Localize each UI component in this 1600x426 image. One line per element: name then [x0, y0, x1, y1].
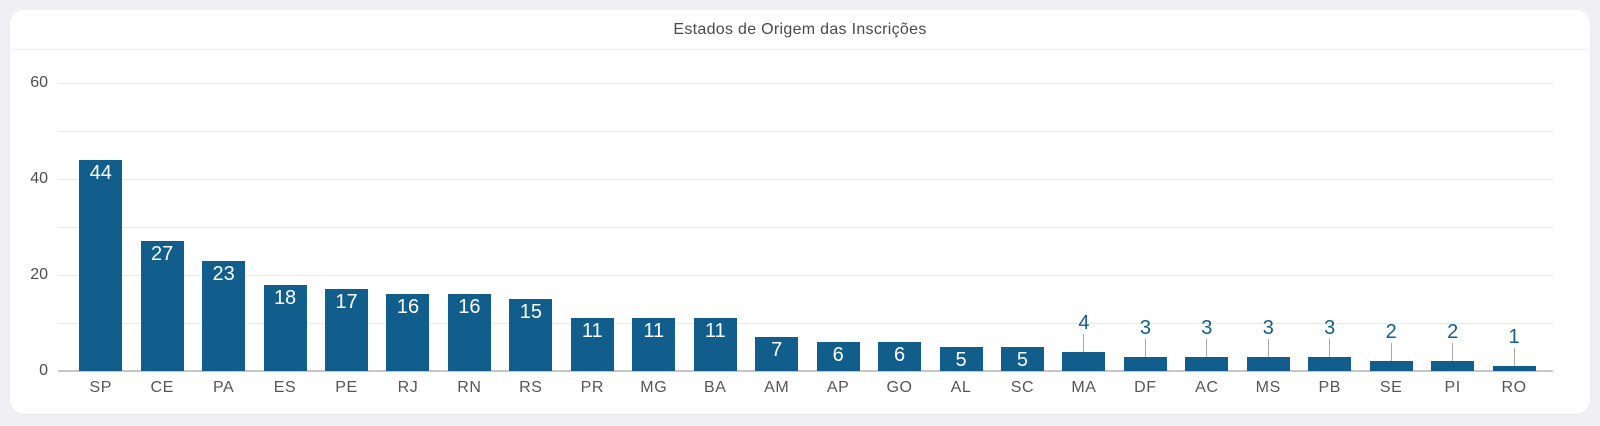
- x-axis-label-BA: BA: [703, 379, 727, 396]
- chart-card: Estados de Origem das Inscrições 0 20 40 60…: [10, 10, 1590, 414]
- gridline-10: [58, 323, 1553, 324]
- x-axis-label-GO: GO: [886, 379, 913, 396]
- x-axis-label-RO: RO: [1501, 379, 1527, 396]
- bar-AP[interactable]: [816, 342, 860, 371]
- x-axis-label-SE: SE: [1379, 379, 1403, 396]
- bar-value-label-RJ: 16: [396, 296, 420, 319]
- x-axis-label-RS: RS: [519, 379, 543, 396]
- label-leader-line-RO: [1513, 348, 1515, 367]
- bar-PE[interactable]: [325, 289, 369, 371]
- bar-ES[interactable]: [263, 284, 307, 371]
- bar-CE[interactable]: [140, 241, 184, 371]
- x-axis-label-CE: CE: [150, 379, 174, 396]
- bar-BA[interactable]: [693, 318, 737, 371]
- bar-value-label-SP: 44: [89, 161, 112, 184]
- x-axis-label-SP: SP: [89, 379, 112, 396]
- bar-value-label-AL: 5: [955, 349, 967, 371]
- bar-value-label-GO: 6: [894, 344, 906, 367]
- bar-RN[interactable]: [447, 294, 491, 371]
- gridline-20: [58, 275, 1553, 276]
- x-axis-label-ES: ES: [273, 379, 297, 396]
- bar-RO[interactable]: [1492, 366, 1536, 371]
- label-leader-line-SE: [1390, 343, 1392, 362]
- bar-PA[interactable]: [202, 260, 246, 371]
- bar-PR[interactable]: [570, 318, 614, 371]
- label-leader-line-PB: [1329, 338, 1331, 357]
- bar-SC[interactable]: [1000, 347, 1044, 371]
- bar-AC[interactable]: [1185, 356, 1229, 371]
- y-axis-tick-label-40: 40: [30, 170, 48, 187]
- chart-title: Estados de Origem das Inscrições: [673, 20, 927, 38]
- x-axis-label-PE: PE: [335, 379, 358, 396]
- bar-PB[interactable]: [1308, 356, 1352, 371]
- gridline-30: [58, 227, 1553, 228]
- bar-AM[interactable]: [755, 337, 799, 371]
- label-leader-line-DF: [1144, 338, 1146, 357]
- bar-value-label-SC: 5: [1016, 349, 1029, 371]
- bar-value-label-MS: 3: [1262, 316, 1274, 339]
- bar-value-label-MG: 11: [643, 320, 665, 343]
- x-axis-line: [58, 370, 1553, 372]
- x-axis-label-SC: SC: [1010, 379, 1035, 396]
- bar-value-label-ES: 18: [273, 286, 297, 309]
- bar-value-label-AM: 7: [771, 339, 783, 362]
- label-leader-line-AC: [1206, 338, 1208, 357]
- label-leader-line-MS: [1267, 338, 1269, 357]
- x-axis-label-AP: AP: [826, 379, 850, 396]
- bar-MA[interactable]: [1062, 351, 1106, 371]
- y-axis-tick-label-20: 20: [30, 266, 48, 283]
- bar-MG[interactable]: [632, 318, 676, 371]
- bar-value-label-MA: 4: [1078, 311, 1090, 334]
- bar-value-label-PB: 3: [1324, 316, 1336, 339]
- bar-RJ[interactable]: [386, 294, 430, 371]
- x-axis-label-AL: AL: [950, 379, 972, 396]
- x-axis-label-MG: MG: [640, 379, 668, 396]
- x-axis-label-PR: PR: [580, 379, 605, 396]
- x-axis-label-MS: MS: [1255, 379, 1281, 396]
- bar-value-label-PA: 23: [212, 262, 235, 285]
- bar-value-label-PI: 2: [1447, 321, 1459, 344]
- y-axis-tick-label-0: 0: [39, 362, 48, 379]
- bar-AL[interactable]: [939, 347, 983, 371]
- bar-DF[interactable]: [1123, 356, 1167, 371]
- x-axis-label-AC: AC: [1195, 379, 1219, 396]
- gridline-40: [58, 179, 1553, 180]
- bar-value-label-DF: 3: [1139, 316, 1151, 339]
- x-axis-label-PA: PA: [212, 379, 235, 396]
- x-axis-label-PI: PI: [1444, 379, 1461, 396]
- bar-MS[interactable]: [1246, 356, 1290, 371]
- bar-GO[interactable]: [878, 342, 922, 371]
- chart-card-header: Estados de Origem das Inscrições: [10, 10, 1590, 50]
- x-axis-label-DF: DF: [1134, 379, 1157, 396]
- bar-value-label-CE: 27: [151, 243, 174, 266]
- bar-SE[interactable]: [1369, 361, 1413, 371]
- x-axis-label-AM: AM: [764, 379, 790, 396]
- bar-value-label-SE: 2: [1385, 321, 1397, 344]
- x-axis-label-RN: RN: [457, 379, 482, 396]
- bar-chart-plot: 0 20 40 60 44 SP 27 CE 23 PA 18 ES 17 PE 16 RJ 16 RN 15 RS 1…: [10, 50, 1590, 414]
- bar-value-label-RO: 1: [1508, 326, 1520, 349]
- bar-value-label-RS: 15: [519, 301, 542, 323]
- x-axis-label-PB: PB: [1318, 379, 1341, 396]
- label-leader-line-MA: [1083, 333, 1085, 352]
- bar-value-label-PE: 17: [335, 291, 358, 314]
- bar-RS[interactable]: [509, 299, 553, 371]
- y-axis-tick-label-60: 60: [30, 74, 48, 91]
- bar-PI[interactable]: [1431, 361, 1475, 371]
- label-leader-line-PI: [1452, 343, 1454, 362]
- gridline-50: [58, 131, 1553, 132]
- bar-SP[interactable]: [79, 159, 123, 371]
- bar-value-label-BA: 11: [704, 320, 726, 343]
- gridline-60: [58, 83, 1553, 84]
- x-axis-label-MA: MA: [1071, 379, 1097, 396]
- x-axis-label-RJ: RJ: [397, 379, 419, 396]
- bar-value-label-AC: 3: [1201, 316, 1213, 339]
- bar-value-label-PR: 11: [581, 320, 603, 343]
- bar-value-label-RN: 16: [458, 296, 481, 319]
- bar-value-label-AP: 6: [832, 344, 844, 367]
